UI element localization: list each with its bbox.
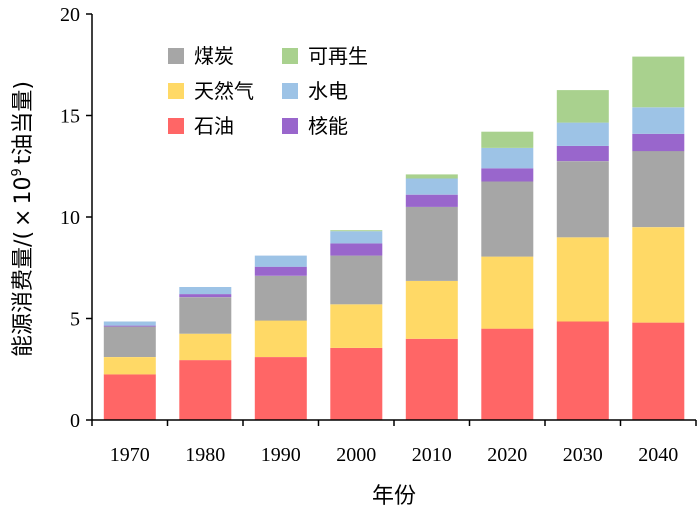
x-ticks-group: 1970 1980 1990 2000 2010 2020 2030 2040 bbox=[91, 420, 697, 466]
bar-segment bbox=[103, 374, 156, 420]
bar-segment bbox=[179, 297, 232, 334]
bar-segment bbox=[103, 326, 156, 357]
bar-segment bbox=[405, 338, 458, 420]
bar-segment bbox=[254, 357, 307, 420]
x-tick-label: 1970 bbox=[110, 444, 150, 466]
bar-segment bbox=[632, 133, 685, 152]
bars-group bbox=[103, 56, 685, 420]
y-axis-title-main: 能源消费量/( bbox=[11, 231, 36, 357]
bar-segment bbox=[405, 174, 458, 179]
bar-segment bbox=[481, 256, 534, 329]
bar-segment bbox=[405, 206, 458, 281]
bar-segment bbox=[405, 194, 458, 207]
legend-swatch bbox=[168, 48, 184, 64]
bar-segment bbox=[254, 266, 307, 276]
bar-segment bbox=[103, 325, 156, 327]
y-ticks-group: 0 5 10 15 20 bbox=[60, 4, 92, 432]
bar-segment bbox=[481, 168, 534, 182]
x-axis-title: 年份 bbox=[372, 484, 416, 509]
bar-segment bbox=[405, 178, 458, 195]
legend-swatch bbox=[168, 118, 184, 134]
x-tick-label: 2000 bbox=[336, 444, 376, 466]
y-axis-title-unit: t油当量) bbox=[11, 81, 36, 164]
bar-segment bbox=[179, 287, 232, 295]
bar-segment bbox=[632, 107, 685, 134]
x-tick-label: 2040 bbox=[638, 444, 678, 466]
bar-segment bbox=[405, 280, 458, 339]
bar-segment bbox=[481, 131, 534, 148]
bar-segment bbox=[330, 230, 383, 232]
bar-segment bbox=[481, 148, 534, 169]
bar-segment bbox=[556, 321, 609, 420]
bar-segment bbox=[632, 151, 685, 228]
bar-segment bbox=[556, 90, 609, 123]
bar-segment bbox=[179, 294, 232, 298]
y-axis-title: 能源消费量/( × 109 t油当量) bbox=[10, 81, 36, 357]
bar-segment bbox=[330, 231, 383, 244]
bar-segment bbox=[632, 227, 685, 323]
y-tick-label: 10 bbox=[60, 207, 80, 229]
bar-segment bbox=[330, 243, 383, 256]
legend-swatch bbox=[282, 118, 298, 134]
x-tick-label: 2020 bbox=[487, 444, 527, 466]
y-tick-label: 15 bbox=[60, 106, 80, 128]
y-axis-title-exp: 9 bbox=[10, 168, 25, 176]
legend-label: 石油 bbox=[194, 114, 234, 138]
bar-segment bbox=[556, 145, 609, 162]
bar-segment bbox=[179, 360, 232, 420]
legend-swatch bbox=[282, 83, 298, 99]
legend-label: 天然气 bbox=[194, 79, 254, 103]
bar-segment bbox=[103, 321, 156, 326]
legend-label: 可再生 bbox=[308, 44, 368, 68]
bar-segment bbox=[330, 347, 383, 420]
bar-segment bbox=[330, 304, 383, 348]
bar-segment bbox=[556, 122, 609, 146]
bar-segment bbox=[103, 357, 156, 375]
x-tick-label: 1980 bbox=[185, 444, 225, 466]
bar-segment bbox=[254, 255, 307, 267]
bar-segment bbox=[632, 56, 685, 108]
bar-segment bbox=[556, 237, 609, 322]
legend-label: 水电 bbox=[308, 79, 348, 103]
bar-segment bbox=[556, 161, 609, 238]
y-tick-label: 0 bbox=[70, 410, 80, 432]
bar-segment bbox=[481, 328, 534, 420]
x-tick-label: 2010 bbox=[412, 444, 452, 466]
legend-label: 煤炭 bbox=[194, 44, 234, 68]
x-tick-label: 2030 bbox=[563, 444, 603, 466]
y-tick-label: 20 bbox=[60, 4, 80, 26]
bar-segment bbox=[632, 322, 685, 420]
bar-segment bbox=[254, 275, 307, 321]
bar-segment bbox=[330, 255, 383, 305]
legend-swatch bbox=[168, 83, 184, 99]
bar-segment bbox=[179, 333, 232, 361]
legend-swatch bbox=[282, 48, 298, 64]
legend-label: 核能 bbox=[308, 114, 348, 138]
y-axis-title-times: × bbox=[11, 209, 36, 227]
y-tick-label: 5 bbox=[70, 309, 80, 331]
bar-segment bbox=[254, 320, 307, 357]
y-axis-title-base: 10 bbox=[11, 177, 36, 205]
x-tick-label: 1990 bbox=[261, 444, 301, 466]
bar-segment bbox=[481, 181, 534, 257]
